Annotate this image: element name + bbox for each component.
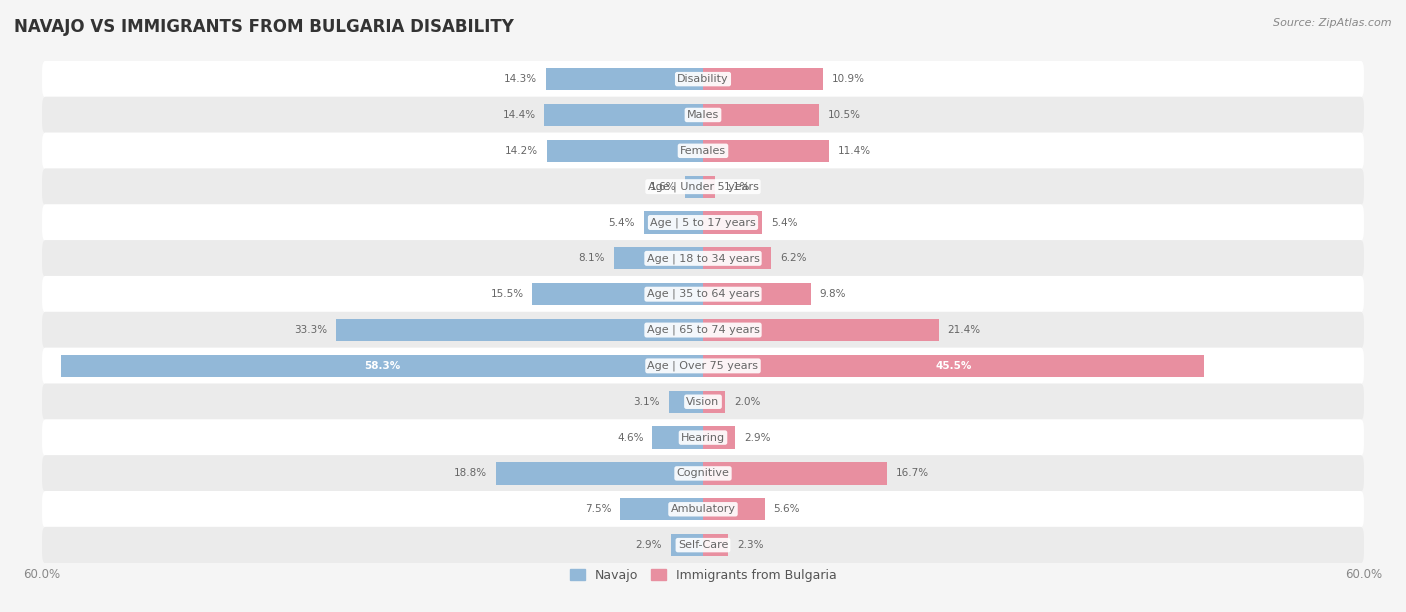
Bar [703,140,828,162]
Text: 15.5%: 15.5% [491,289,523,299]
Text: 1.6%: 1.6% [650,182,676,192]
Bar [703,104,818,126]
Bar [703,319,939,341]
Bar [703,247,772,269]
Text: 9.8%: 9.8% [820,289,846,299]
Bar [669,390,703,413]
Text: Age | 65 to 74 years: Age | 65 to 74 years [647,325,759,335]
FancyBboxPatch shape [42,133,1364,169]
Text: Males: Males [688,110,718,120]
Bar [620,498,703,520]
Text: Disability: Disability [678,74,728,84]
Bar [703,498,765,520]
Text: 8.1%: 8.1% [578,253,605,263]
Bar [533,283,703,305]
FancyBboxPatch shape [42,61,1364,97]
Text: Age | 35 to 64 years: Age | 35 to 64 years [647,289,759,299]
Text: Age | 5 to 17 years: Age | 5 to 17 years [650,217,756,228]
Text: Vision: Vision [686,397,720,407]
Text: 1.1%: 1.1% [724,182,751,192]
Bar [546,68,703,90]
Text: 5.4%: 5.4% [609,217,634,228]
Bar [60,355,703,377]
Bar [614,247,703,269]
FancyBboxPatch shape [42,527,1364,564]
Text: Females: Females [681,146,725,156]
Bar [644,211,703,234]
Bar [703,211,762,234]
Bar [671,534,703,556]
Text: 18.8%: 18.8% [454,468,486,479]
Bar [685,176,703,198]
FancyBboxPatch shape [42,419,1364,456]
Text: Source: ZipAtlas.com: Source: ZipAtlas.com [1274,18,1392,28]
Text: Cognitive: Cognitive [676,468,730,479]
Text: 14.3%: 14.3% [503,74,537,84]
Bar [703,355,1204,377]
Bar [703,534,728,556]
Text: 14.4%: 14.4% [502,110,536,120]
Bar [703,427,735,449]
Text: 58.3%: 58.3% [364,361,401,371]
FancyBboxPatch shape [42,97,1364,133]
Text: 2.0%: 2.0% [734,397,761,407]
Legend: Navajo, Immigrants from Bulgaria: Navajo, Immigrants from Bulgaria [565,564,841,587]
FancyBboxPatch shape [42,455,1364,491]
Text: Age | Over 75 years: Age | Over 75 years [648,360,758,371]
Text: Hearing: Hearing [681,433,725,442]
FancyBboxPatch shape [42,276,1364,313]
Text: 33.3%: 33.3% [294,325,328,335]
Bar [703,390,725,413]
Text: 16.7%: 16.7% [896,468,929,479]
Text: Self-Care: Self-Care [678,540,728,550]
Text: Ambulatory: Ambulatory [671,504,735,514]
Text: NAVAJO VS IMMIGRANTS FROM BULGARIA DISABILITY: NAVAJO VS IMMIGRANTS FROM BULGARIA DISAB… [14,18,515,36]
FancyBboxPatch shape [42,168,1364,205]
FancyBboxPatch shape [42,240,1364,277]
Bar [703,68,823,90]
Text: 6.2%: 6.2% [780,253,807,263]
Bar [496,462,703,485]
Text: 11.4%: 11.4% [838,146,870,156]
Text: 7.5%: 7.5% [585,504,612,514]
Text: 10.5%: 10.5% [828,110,860,120]
Text: 14.2%: 14.2% [505,146,537,156]
Text: 2.3%: 2.3% [737,540,763,550]
Bar [544,104,703,126]
FancyBboxPatch shape [42,384,1364,420]
Text: 10.9%: 10.9% [832,74,865,84]
Text: 3.1%: 3.1% [634,397,659,407]
Bar [336,319,703,341]
Bar [703,176,716,198]
Bar [703,462,887,485]
Text: 5.6%: 5.6% [773,504,800,514]
Text: 21.4%: 21.4% [948,325,980,335]
Bar [703,283,811,305]
FancyBboxPatch shape [42,312,1364,348]
Text: Age | Under 5 years: Age | Under 5 years [648,181,758,192]
Bar [547,140,703,162]
Bar [652,427,703,449]
FancyBboxPatch shape [42,348,1364,384]
Text: 45.5%: 45.5% [935,361,972,371]
FancyBboxPatch shape [42,491,1364,528]
FancyBboxPatch shape [42,204,1364,241]
Text: 2.9%: 2.9% [744,433,770,442]
Text: Age | 18 to 34 years: Age | 18 to 34 years [647,253,759,264]
Text: 4.6%: 4.6% [617,433,644,442]
Text: 2.9%: 2.9% [636,540,662,550]
Text: 5.4%: 5.4% [772,217,797,228]
